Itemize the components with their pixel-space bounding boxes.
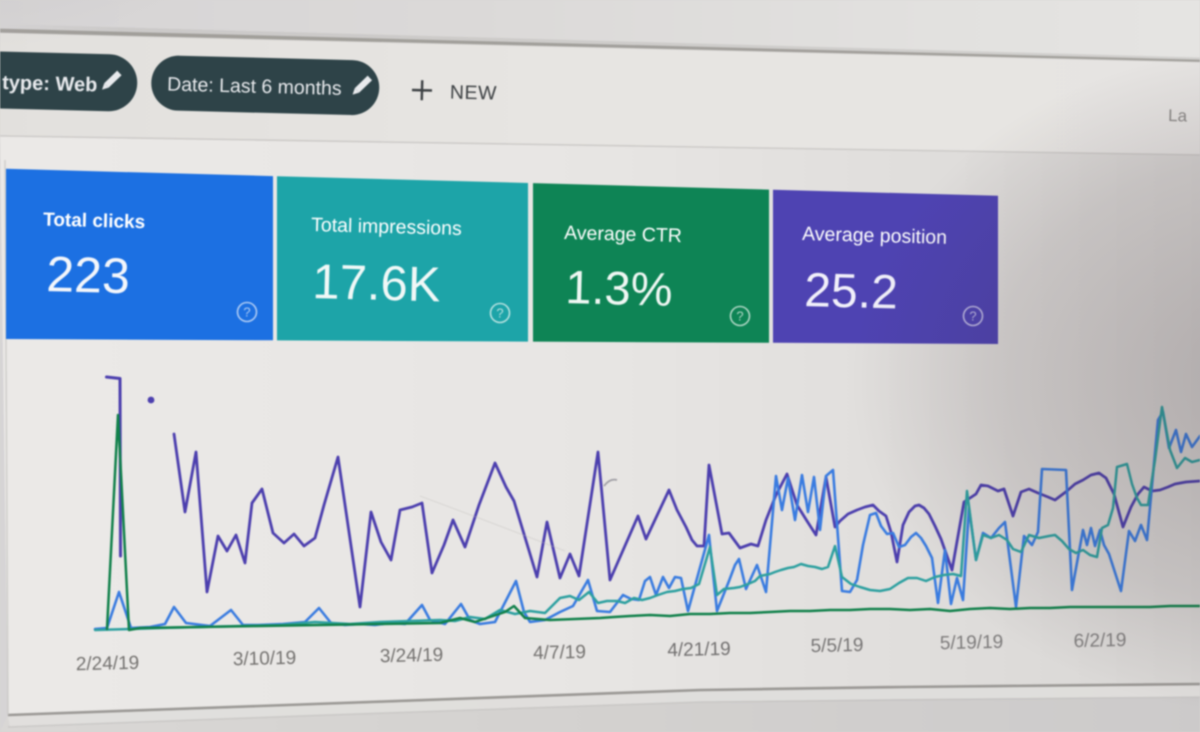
svg-text:5/5/19: 5/5/19 (810, 635, 863, 657)
svg-text:?: ? (496, 306, 503, 321)
svg-text:?: ? (969, 309, 976, 324)
svg-text:4/7/19: 4/7/19 (533, 642, 586, 664)
svg-text:6/2/19: 6/2/19 (1073, 630, 1126, 652)
svg-text:La: La (1168, 106, 1188, 125)
svg-text:?: ? (736, 309, 743, 324)
svg-text:Date: Last 6 months: Date: Last 6 months (167, 74, 342, 100)
svg-text:17.6K: 17.6K (312, 255, 442, 312)
svg-text:2/24/19: 2/24/19 (76, 653, 140, 675)
svg-text:NEW: NEW (450, 81, 498, 104)
svg-text:Average position: Average position (802, 223, 947, 249)
svg-text:5/19/19: 5/19/19 (940, 632, 1004, 654)
svg-text:1.3%: 1.3% (565, 260, 673, 316)
svg-text:223: 223 (46, 246, 131, 304)
svg-text:3/24/19: 3/24/19 (380, 645, 444, 667)
svg-text:Total clicks: Total clicks (43, 210, 146, 234)
svg-text:4/21/19: 4/21/19 (667, 639, 731, 661)
svg-text:type: Web: type: Web (2, 72, 98, 96)
svg-text:Average CTR: Average CTR (564, 222, 682, 247)
svg-text:3/10/19: 3/10/19 (233, 648, 297, 670)
svg-text:?: ? (243, 305, 250, 320)
svg-text:25.2: 25.2 (804, 264, 899, 319)
svg-text:Total impressions: Total impressions (311, 214, 462, 240)
